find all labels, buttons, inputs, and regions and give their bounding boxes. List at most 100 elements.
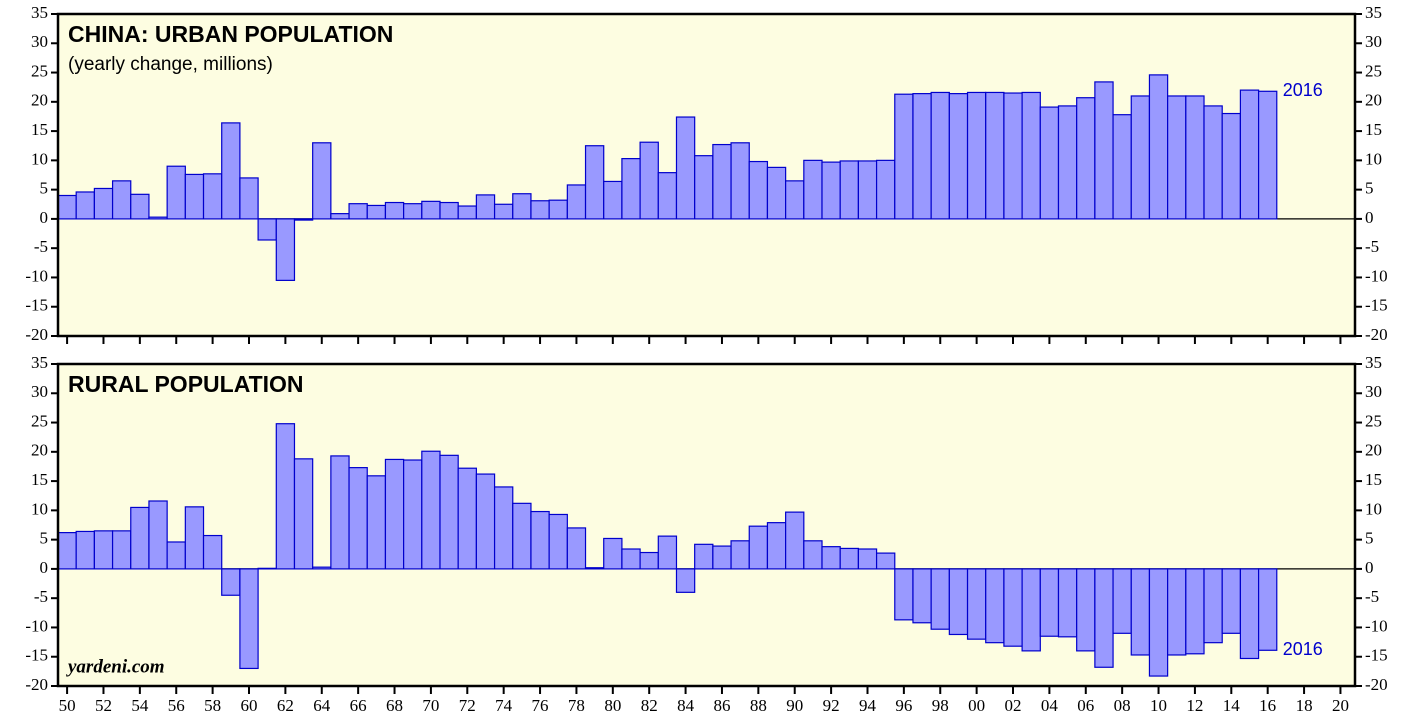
y-tick-label: 15 [1365, 120, 1382, 139]
bar [766, 522, 787, 570]
y-tick-label: 25 [31, 61, 48, 80]
bar [57, 194, 77, 220]
bar [857, 548, 878, 570]
bar [785, 511, 805, 570]
bar [821, 161, 841, 220]
bar [530, 510, 550, 570]
bar [930, 91, 950, 220]
bar [148, 216, 168, 220]
y-tick-label: -10 [25, 616, 48, 635]
bar [694, 155, 714, 220]
bar [1130, 568, 1151, 656]
bar [1239, 89, 1260, 220]
bar [875, 159, 896, 220]
y-tick-label: -5 [1365, 587, 1379, 606]
bar [912, 93, 932, 220]
bar [293, 218, 314, 221]
y-tick-label: 0 [40, 558, 49, 577]
bar [748, 160, 769, 220]
bar [584, 567, 605, 570]
y-tick-label: 30 [31, 382, 48, 401]
bar [584, 145, 605, 220]
bar [166, 165, 186, 220]
bar [912, 568, 932, 624]
y-tick-label: 15 [31, 470, 48, 489]
y-tick-label: 10 [1365, 499, 1382, 518]
bar [312, 566, 332, 570]
x-tick-label: 12 [1186, 696, 1203, 715]
bar [384, 201, 405, 220]
x-tick-label: 06 [1077, 696, 1094, 715]
x-tick-label: 54 [131, 696, 149, 715]
bar [457, 205, 477, 220]
bar [130, 193, 150, 220]
bar [493, 486, 514, 570]
bar [712, 545, 732, 570]
bar [421, 200, 441, 220]
bar [312, 142, 332, 220]
y-tick-label: -5 [34, 587, 48, 606]
bar [1112, 114, 1132, 220]
bar [530, 200, 550, 220]
bar [985, 91, 1005, 220]
bar [1076, 568, 1096, 652]
bar [894, 93, 914, 220]
annotation: 2016 [1283, 80, 1323, 100]
x-tick-label: 92 [823, 696, 840, 715]
source: yardeni.com [66, 656, 165, 677]
bar [1148, 74, 1169, 220]
y-tick-label: -15 [25, 646, 48, 665]
bar [1021, 568, 1041, 652]
bar [1221, 568, 1241, 634]
bar [748, 525, 769, 570]
x-tick-label: 52 [95, 696, 112, 715]
y-tick-label: 10 [31, 149, 48, 168]
y-tick-label: 20 [31, 441, 48, 460]
bar [966, 568, 987, 640]
y-tick-label: -20 [25, 675, 48, 694]
bar [384, 458, 405, 570]
x-tick-label: 58 [204, 696, 221, 715]
bar [1148, 568, 1169, 677]
y-tick-label: 30 [31, 32, 48, 51]
bar [275, 423, 296, 570]
x-tick-label: 60 [241, 696, 258, 715]
y-tick-label: 10 [1365, 149, 1382, 168]
x-tick-label: 68 [386, 696, 403, 715]
y-tick-label: 20 [1365, 441, 1382, 460]
bar [603, 537, 623, 570]
chart-subtitle: (yearly change, millions) [68, 54, 273, 75]
x-tick-label: 64 [313, 696, 331, 715]
bar [857, 160, 878, 220]
bar [239, 177, 259, 220]
x-tick-label: 66 [350, 696, 367, 715]
y-tick-label: 25 [1365, 411, 1382, 430]
bar [75, 530, 95, 570]
y-tick-label: -20 [1365, 675, 1388, 694]
bar [93, 530, 114, 570]
bar [330, 213, 350, 220]
bar [439, 201, 459, 220]
bar [1021, 91, 1041, 220]
bar [803, 540, 823, 570]
bar [1167, 95, 1187, 220]
x-tick-label: 72 [459, 696, 476, 715]
bar [548, 199, 568, 220]
bar [1094, 81, 1114, 220]
bar [221, 122, 241, 220]
bar [202, 534, 223, 570]
x-tick-label: 10 [1150, 696, 1167, 715]
x-tick-label: 14 [1223, 696, 1241, 715]
y-tick-label: 15 [1365, 470, 1382, 489]
x-tick-label: 88 [750, 696, 767, 715]
bar [785, 180, 805, 220]
bar [1057, 105, 1078, 220]
bar [566, 527, 587, 570]
bar [475, 194, 496, 220]
bar [1039, 106, 1060, 220]
x-tick-label: 50 [59, 696, 76, 715]
bar [694, 543, 714, 570]
bar [1221, 112, 1241, 220]
y-tick-label: 5 [1365, 179, 1374, 198]
x-tick-label: 56 [168, 696, 185, 715]
